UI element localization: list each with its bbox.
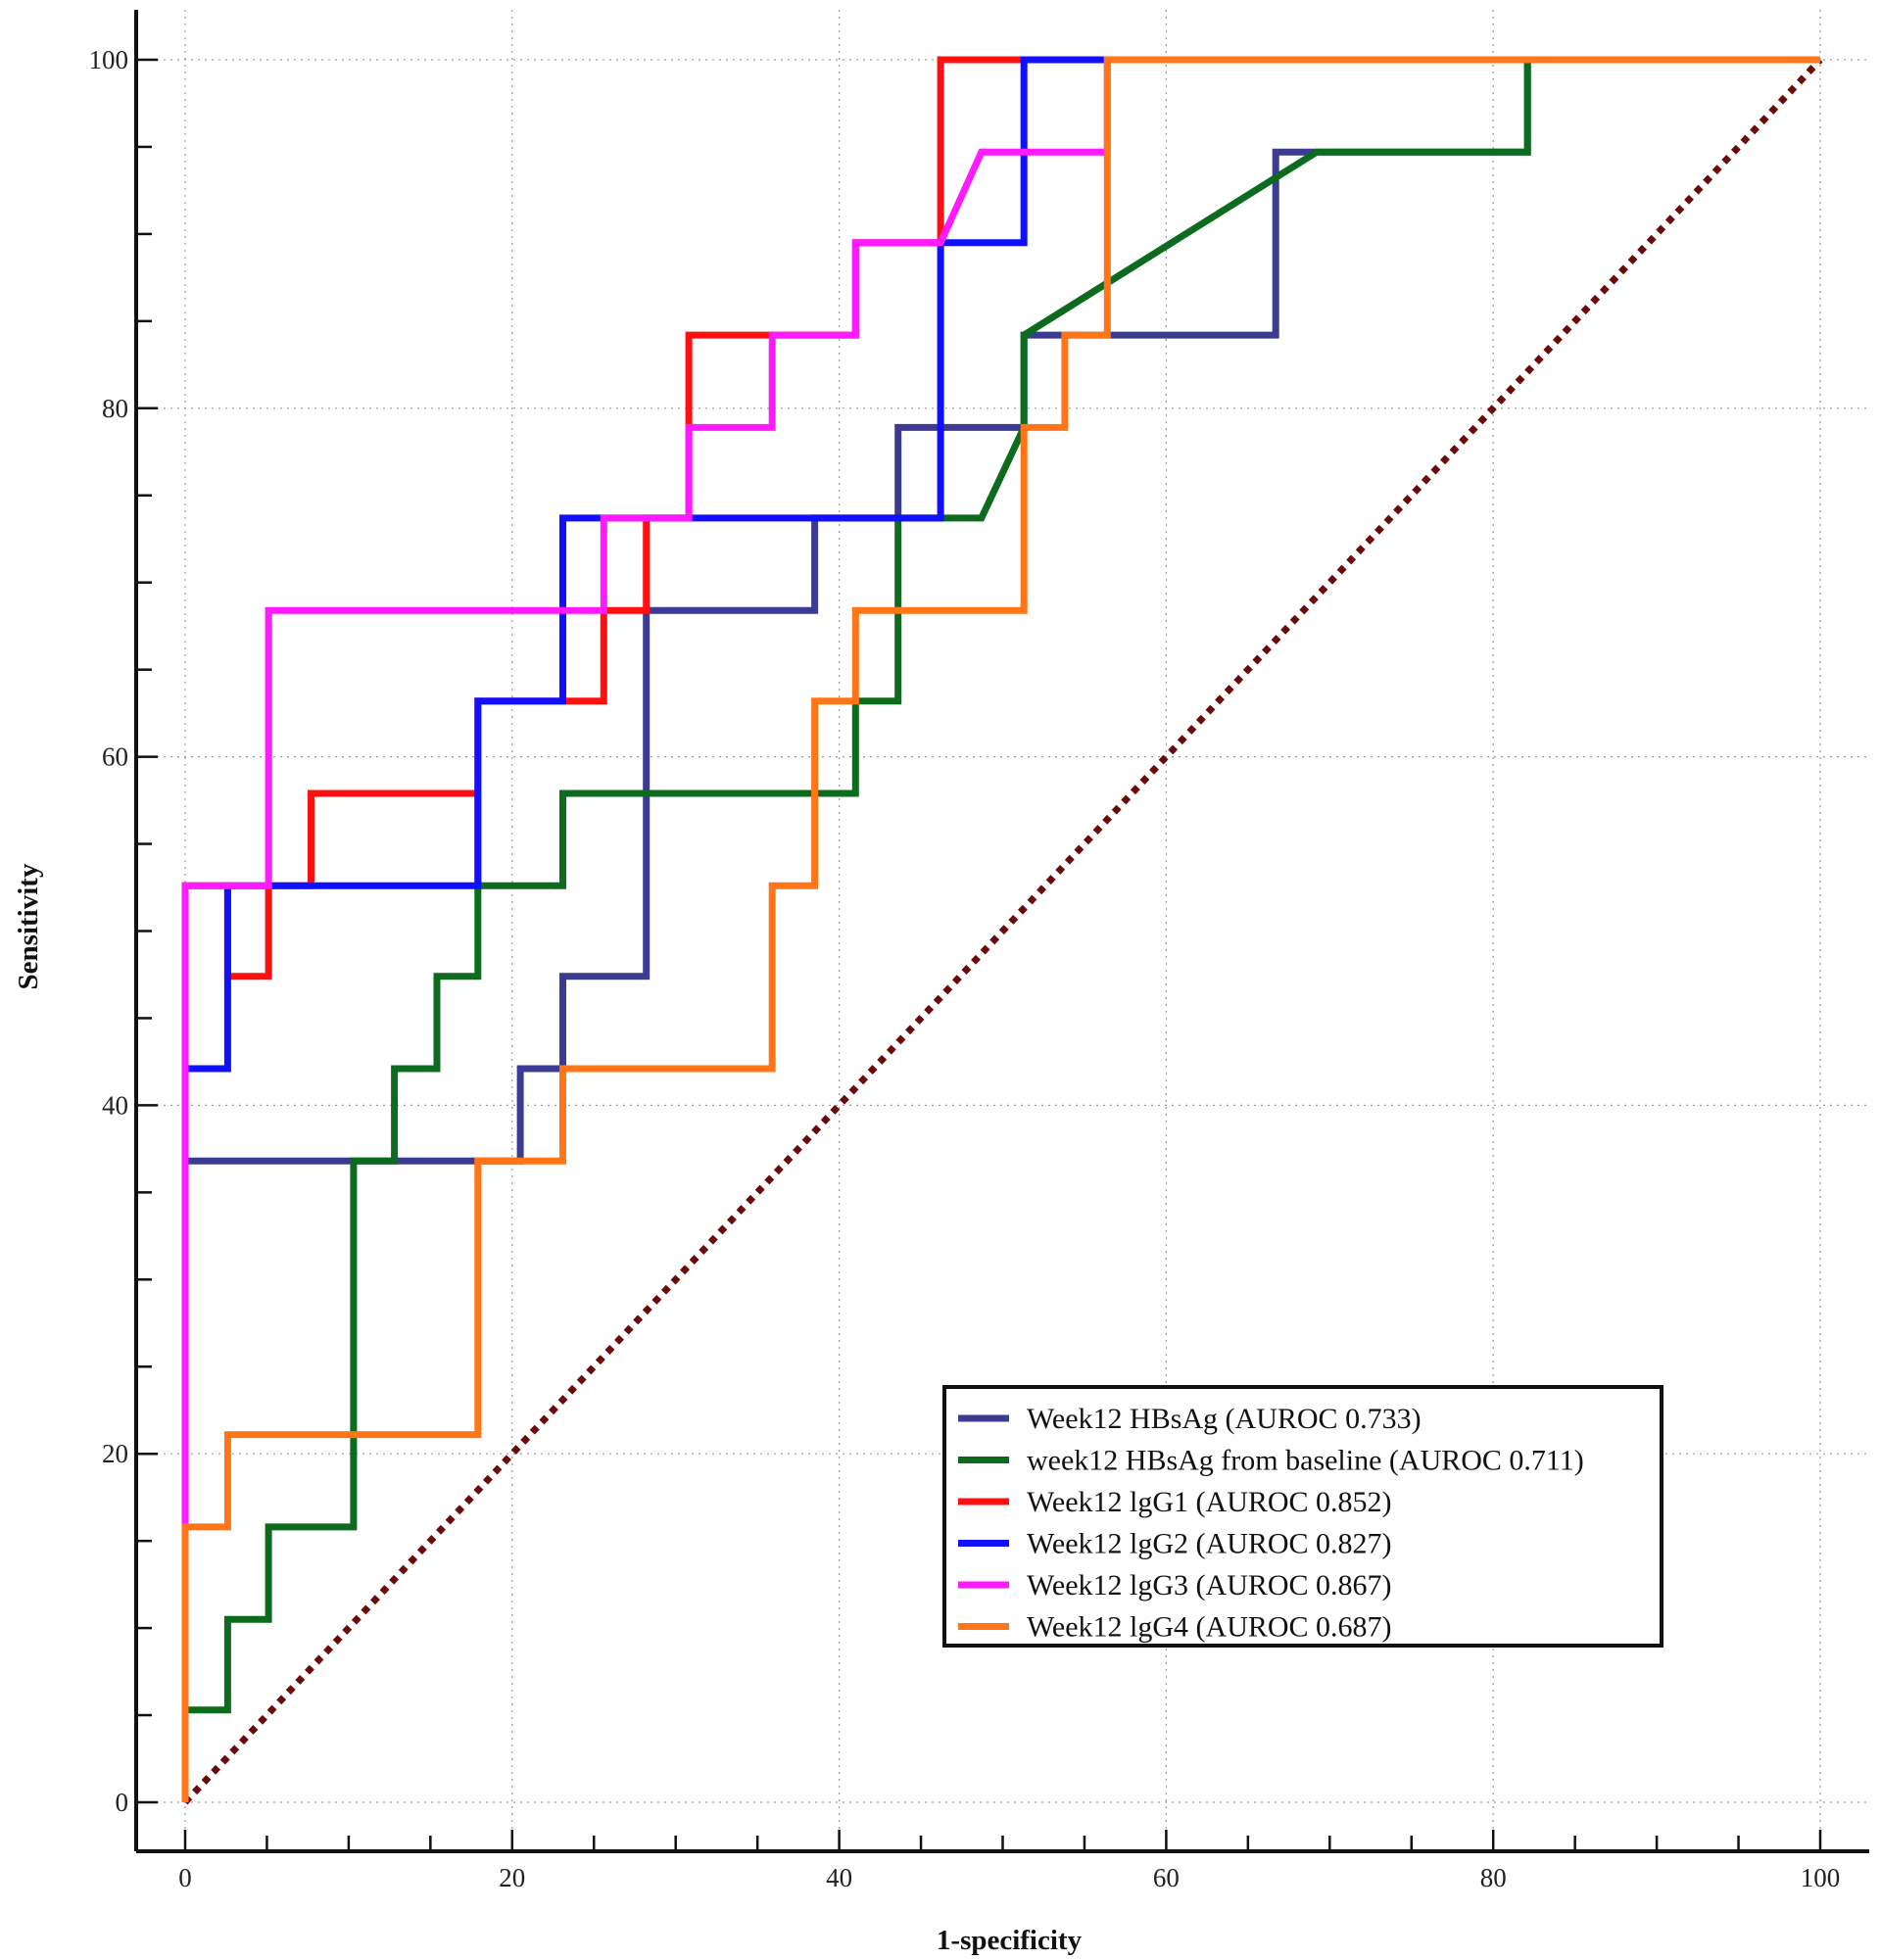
y-tick-label: 100 [89, 45, 129, 74]
legend-label-3: Week12 lgG1 (AUROC 0.852) [1027, 1486, 1392, 1518]
x-tick-label: 40 [826, 1863, 852, 1892]
legend-label-4: Week12 lgG2 (AUROC 0.827) [1027, 1528, 1392, 1560]
legend: Week12 HBsAg (AUROC 0.733) week12 HBsAg f… [942, 1385, 1663, 1648]
y-tick-label: 60 [102, 742, 128, 772]
reference-line [182, 57, 1823, 1805]
x-tick-label: 20 [499, 1863, 525, 1892]
x-tick-label: 0 [178, 1863, 192, 1892]
series-line-4 [181, 56, 1820, 1802]
legend-label-2: week12 HBsAg from baseline (AUROC 0.711) [1027, 1445, 1584, 1477]
legend-box [942, 1385, 1663, 1648]
y-tick-label: 20 [102, 1439, 128, 1468]
series-line-6 [181, 56, 1820, 1802]
roc-curves [181, 56, 1820, 1802]
x-tick-label: 60 [1153, 1863, 1180, 1892]
tick-marks [136, 58, 1822, 1851]
y-tick-label: 40 [102, 1090, 128, 1120]
x-tick-label: 80 [1480, 1863, 1507, 1892]
y-tick-label: 80 [102, 394, 128, 423]
series-line-5 [181, 56, 1820, 1802]
grid-lines [136, 10, 1869, 1851]
legend-label-5: Week12 lgG3 (AUROC 0.867) [1027, 1569, 1392, 1601]
y-tick-label: 0 [116, 1788, 129, 1817]
x-tick-label: 100 [1801, 1863, 1841, 1892]
legend-label-6: Week12 lgG4 (AUROC 0.687) [1027, 1611, 1392, 1644]
x-axis-title: 1-specificity [937, 1925, 1083, 1956]
y-axis-title: Sensitivity [13, 863, 44, 989]
legend-label-1: Week12 HBsAg (AUROC 0.733) [1027, 1403, 1422, 1435]
reference-diagonal [182, 57, 1823, 1805]
tick-labels: 0 20 40 60 80 100 0 20 40 60 80 100 [89, 45, 1841, 1892]
